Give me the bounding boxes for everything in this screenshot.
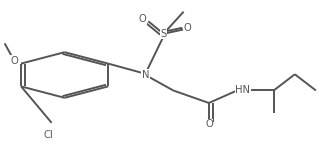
Text: O: O	[184, 23, 192, 33]
Text: Cl: Cl	[43, 130, 53, 140]
Text: S: S	[160, 29, 167, 39]
Text: HN: HN	[235, 85, 250, 95]
Text: O: O	[10, 56, 18, 66]
Text: O: O	[205, 119, 213, 129]
Text: O: O	[139, 14, 146, 24]
Text: N: N	[142, 70, 149, 80]
